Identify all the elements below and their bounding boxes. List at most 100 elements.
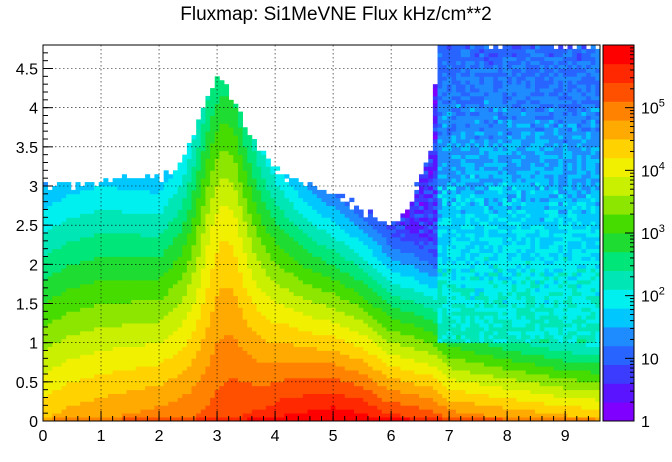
heatmap-cell [205,389,211,394]
heatmap-cell [163,205,169,210]
heatmap-cell [224,370,230,375]
heatmap-cell [103,221,109,226]
heatmap-cell [224,174,230,179]
heatmap-cell [205,374,211,379]
heatmap-cell [159,213,165,218]
heatmap-cell [200,233,206,238]
heatmap-cell [75,244,81,250]
heatmap-cell [391,291,397,297]
heatmap-cell [177,299,183,304]
heatmap-cell [340,338,346,344]
heatmap-cell [386,346,392,351]
heatmap-cell [233,221,239,226]
heatmap-cell [56,381,62,387]
heatmap-cell [219,103,225,109]
heatmap-cell [289,323,295,328]
heatmap-cell [302,409,308,414]
heatmap-cell [43,225,49,230]
heatmap-cell [233,417,239,422]
heatmap-cell [107,276,114,281]
heatmap-cell [233,174,239,179]
heatmap-cell [293,178,299,183]
heatmap-cell [344,244,350,250]
heatmap-cell [372,225,378,230]
heatmap-cell [386,287,392,293]
heatmap-cell [47,323,53,328]
heatmap-cell [107,315,114,320]
heatmap-cell [205,162,211,167]
heatmap-cell [103,260,109,265]
heatmap-cell [391,362,397,367]
heatmap-cell [75,377,81,383]
heatmap-cell [224,287,230,293]
heatmap-cell [61,252,67,257]
heatmap-cell [275,295,281,300]
heatmap-cell [307,244,313,250]
heatmap-cell [377,311,383,316]
heatmap-cell [140,193,146,199]
heatmap-cell [43,264,49,269]
heatmap-cell [159,295,165,300]
heatmap-cell [61,189,67,195]
heatmap-cell [251,252,257,257]
heatmap-cell [261,393,267,398]
heatmap-cell [131,409,137,414]
heatmap-cell [391,417,397,422]
heatmap-cell [344,221,350,226]
heatmap-cell [43,307,49,312]
heatmap-cell [275,217,281,222]
heatmap-cell [145,197,151,203]
heatmap-cell [145,217,151,222]
heatmap-cell [210,370,216,375]
heatmap-cell [228,248,234,253]
heatmap-cell [326,389,332,394]
heatmap-cell [177,217,183,222]
heatmap-cell [131,252,137,257]
heatmap-cell [261,268,267,273]
heatmap-cell [112,381,118,387]
heatmap-cell [182,174,188,179]
heatmap-cell [284,413,290,418]
heatmap-cell [52,350,58,355]
heatmap-cell [186,319,192,324]
heatmap-cell [196,350,202,355]
heatmap-cell [367,307,373,312]
heatmap-cell [182,409,188,414]
heatmap-cell [330,244,336,250]
heatmap-cell [210,299,216,304]
heatmap-cell [186,303,192,308]
heatmap-cell [47,327,53,332]
heatmap-cell [121,346,127,351]
heatmap-cell [340,244,346,250]
heatmap-cell [363,319,369,324]
heatmap-cell [224,197,230,203]
heatmap-cell [210,162,216,167]
heatmap-cell [349,409,355,414]
heatmap-cell [163,319,169,324]
heatmap-cell [56,225,62,230]
heatmap-cell [302,186,308,191]
heatmap-cell [94,417,100,422]
heatmap-cell [405,405,411,410]
heatmap-cell [131,299,137,304]
heatmap-cell [191,393,197,398]
heatmap-cell [261,291,267,297]
heatmap-cell [168,225,174,230]
heatmap-cell [186,334,192,340]
heatmap-cell [182,354,188,359]
heatmap-cell [43,236,49,242]
heatmap-cell [377,221,383,226]
heatmap-cell [358,374,364,379]
heatmap-cell [224,268,230,273]
heatmap-cell [228,389,234,394]
heatmap-cell [279,264,285,269]
heatmap-cell [293,409,299,414]
heatmap-cell [326,295,332,300]
heatmap-cell [344,358,350,363]
heatmap-cell [353,291,360,297]
heatmap-cell [191,154,197,159]
heatmap-cell [395,236,401,242]
heatmap-cell [289,209,295,214]
heatmap-cell [205,299,211,304]
heatmap-cell [94,405,100,410]
